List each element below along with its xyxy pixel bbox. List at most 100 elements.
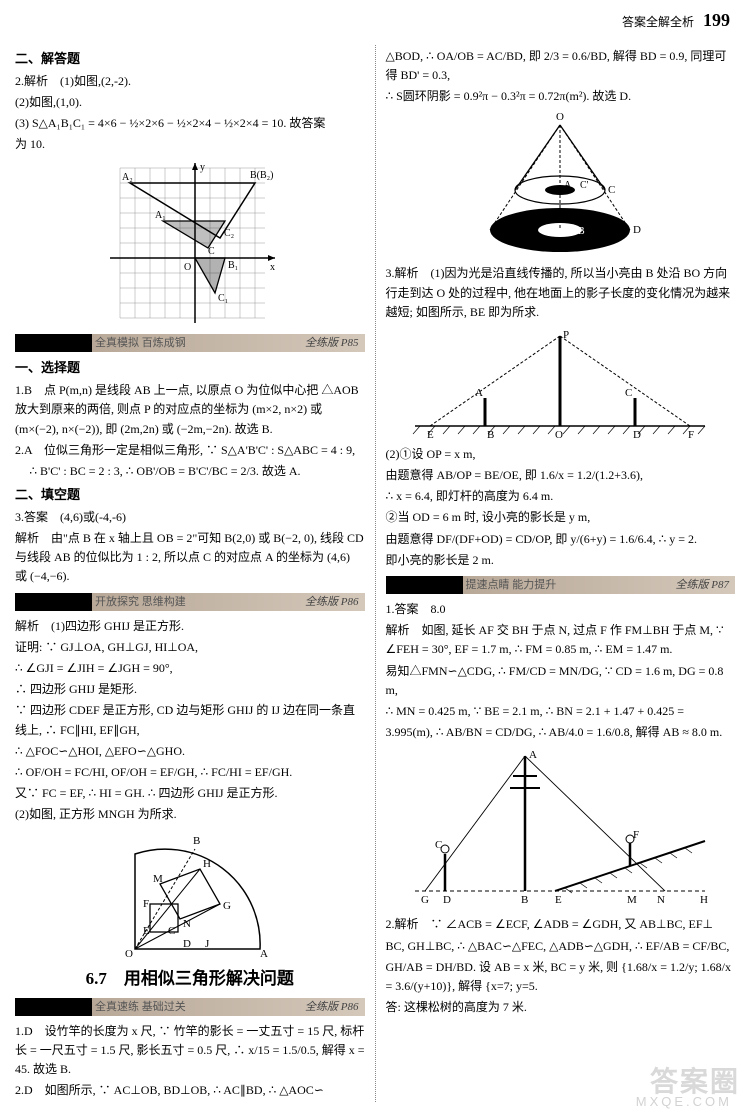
figure-pole-slope: A C G D B E F M N H	[386, 746, 736, 911]
section-bar-1: 全真模拟 百炼成钢 全练版 P85	[15, 334, 365, 352]
svg-text:B(B₂): B(B₂)	[250, 170, 274, 181]
q3-23: ∴ x = 6.4, 即灯杆的高度为 6.4 m.	[386, 487, 736, 506]
left-column: 二、解答题 2.解析 (1)如图,(2,-2). (2)如图,(1,0). (3…	[15, 45, 365, 1103]
svg-text:x: x	[270, 262, 275, 273]
svg-text:O: O	[125, 948, 133, 959]
bar2-text: 开放探究 思维构建	[95, 596, 186, 608]
section-bar-3: 全真速练 基础过关 全练版 P86	[15, 998, 365, 1016]
r-q2-l3: GH/AB = DH/BD. 设 AB = x 米, BC = y 米, 则 {…	[386, 958, 736, 996]
q3-25: 由题意得 DF/(DF+OD) = CD/OP, 即 y/(6+y) = 1.6…	[386, 530, 736, 549]
r-q1-exp4: 3.995(m), ∴ AB/BN = CD/DG, ∴ AB/4.0 = 1.…	[386, 723, 736, 742]
bar2-ref: 全练版 P86	[305, 593, 358, 611]
svg-text:A: A	[260, 948, 268, 959]
svg-text:C: C	[625, 387, 632, 399]
svg-text:B₁: B₁	[228, 260, 238, 271]
r-q1-ans: 1.答案 8.0	[386, 600, 736, 619]
proof-l1: 证明: ∵ GJ⊥OA, GH⊥GJ, HI⊥OA,	[15, 638, 365, 657]
svg-text:F: F	[688, 429, 694, 441]
r-q2-l2: BC, GH⊥BC, ∴ △BAC∽△FEC, △ADB∽△GDH, ∴ EF/…	[386, 937, 736, 956]
page-header: 答案全解全析 199	[0, 0, 750, 35]
svg-text:J: J	[205, 938, 210, 950]
svg-text:D: D	[633, 224, 641, 236]
svg-text:A₂: A₂	[122, 172, 133, 183]
svg-text:C: C	[435, 839, 442, 851]
svg-text:B: B	[521, 894, 528, 906]
section-bar-2: 开放探究 思维构建 全练版 P86	[15, 593, 365, 611]
q3-answer: 3.答案 (4,6)或(-4,-6)	[15, 508, 365, 527]
r-q1-exp3: ∴ MN = 0.425 m, ∵ BE = 2.1 m, ∴ BN = 2.1…	[386, 702, 736, 721]
page-body: 二、解答题 2.解析 (1)如图,(2,-2). (2)如图,(1,0). (3…	[0, 35, 750, 1112]
cont2: ∴ S圆环阴影 = 0.9²π − 0.3²π = 0.72π(m²). 故选 …	[386, 87, 736, 106]
chapter-title: 6.7 用相似三角形解决问题	[15, 965, 365, 992]
figure-sector-square: O B H M F E C D N G J A	[15, 829, 365, 959]
svg-text:C': C'	[580, 180, 589, 191]
q3-21: (2)①设 OP = x m,	[386, 445, 736, 464]
q2d: 2.D 如图所示, ∵ AC⊥OB, BD⊥OB, ∴ AC∥BD, ∴ △AO…	[15, 1081, 365, 1100]
q1b: 1.B 点 P(m,n) 是线段 AB 上一点, 以原点 O 为位似中心把 △A…	[15, 381, 365, 439]
q2-line2: (2)如图,(1,0).	[15, 93, 365, 112]
svg-text:H: H	[700, 894, 708, 906]
bar4-ref: 全练版 P87	[676, 576, 729, 594]
svg-text:N: N	[657, 894, 665, 906]
section-title-2: 二、解答题	[15, 49, 365, 70]
q3-24: ②当 OD = 6 m 时, 设小亮的影长是 y m,	[386, 508, 736, 527]
bar1-ref: 全练版 P85	[305, 334, 358, 352]
cone-svg: O A C' C B D	[460, 110, 660, 260]
q3-line1: 3.解析 (1)因为光是沿直线传播的, 所以当小亮由 B 处沿 BO 方向行走到…	[386, 264, 736, 322]
section-bar-4: 提速点睛 能力提升 全练版 P87	[386, 576, 736, 594]
svg-text:P: P	[563, 329, 569, 341]
figure-cone-ring: O A C' C B D	[386, 110, 736, 260]
lamp-svg: P A B E C O D F	[405, 326, 715, 441]
svg-text:F: F	[633, 829, 639, 841]
svg-text:E: E	[143, 925, 150, 937]
proof-l4: ∵ 四边形 CDEF 是正方形, CD 边与矩形 GHIJ 的 IJ 边在同一条…	[15, 701, 365, 739]
proof-l2: ∴ ∠GJI = ∠JIH = ∠JGH = 90°,	[15, 659, 365, 678]
svg-text:C: C	[168, 925, 175, 937]
q3-22: 由题意得 AB/OP = BE/OE, 即 1.6/x = 1.2/(1.2+3…	[386, 466, 736, 485]
q3-26: 即小亮的影长是 2 m.	[386, 551, 736, 570]
r-q1-exp2: 易知△FMN∽△CDG, ∴ FM/CD = MN/DG, ∵ CD = 1.6…	[386, 662, 736, 700]
svg-text:D: D	[633, 429, 641, 441]
proof-l3: ∴ 四边形 GHIJ 是矩形.	[15, 680, 365, 699]
bar3-text: 全真速练 基础过关	[95, 1001, 186, 1013]
r-q2-l1: 2.解析 ∵ ∠ACB = ∠ECF, ∠ADB = ∠GDH, 又 AB⊥BC…	[386, 915, 736, 934]
svg-text:C₂: C₂	[224, 228, 234, 239]
pole-svg: A C G D B E F M N H	[405, 746, 715, 911]
svg-text:H: H	[203, 858, 211, 870]
right-column: △BOD, ∴ OA/OB = AC/BD, 即 2/3 = 0.6/BD, 解…	[375, 45, 736, 1103]
svg-text:A: A	[564, 180, 572, 191]
proof-l8: (2)如图, 正方形 MNGH 为所求.	[15, 805, 365, 824]
bar1-text: 全真模拟 百炼成钢	[95, 337, 186, 349]
q2-line1: 2.解析 (1)如图,(2,-2).	[15, 72, 365, 91]
svg-text:y: y	[200, 162, 205, 173]
svg-text:F: F	[143, 898, 149, 910]
r-q1-exp1: 解析 如图, 延长 AF 交 BH 于点 N, 过点 F 作 FM⊥BH 于点 …	[386, 621, 736, 659]
q2-line4: 为 10.	[15, 135, 365, 154]
svg-text:G: G	[223, 900, 231, 912]
q2a-l1: 2.A 位似三角形一定是相似三角形, ∵ S△A'B'C' : S△ABC = …	[15, 441, 365, 460]
cont1: △BOD, ∴ OA/OB = AC/BD, 即 2/3 = 0.6/BD, 解…	[386, 47, 736, 85]
watermark-sub: MXQE.COM	[636, 1092, 732, 1112]
sector-svg: O B H M F E C D N G J A	[105, 829, 275, 959]
svg-text:O: O	[556, 111, 564, 123]
svg-text:A₁: A₁	[155, 210, 166, 221]
section-title-choice: 一、选择题	[15, 358, 365, 379]
svg-text:C: C	[608, 184, 615, 196]
bar4-text: 提速点睛 能力提升	[466, 579, 557, 591]
svg-text:C: C	[208, 246, 215, 257]
proof-l6: ∴ OF/OH = FC/HI, OF/OH = EF/GH, ∴ FC/HI …	[15, 763, 365, 782]
svg-text:E: E	[427, 429, 434, 441]
svg-text:M: M	[627, 894, 637, 906]
grid-svg: A₂ A₁ B(B₂) C₂ C B₁ O x y C₁	[100, 158, 280, 328]
r-q2-l4: 答: 这棵松树的高度为 7 米.	[386, 998, 736, 1017]
figure-lamp-shadow: P A B E C O D F	[386, 326, 736, 441]
svg-text:C₁: C₁	[218, 293, 228, 304]
header-label: 答案全解全析	[622, 15, 694, 29]
svg-text:E: E	[555, 894, 562, 906]
figure-grid-triangles: A₂ A₁ B(B₂) C₂ C B₁ O x y C₁	[15, 158, 365, 328]
svg-text:B: B	[487, 429, 494, 441]
svg-text:A: A	[475, 387, 483, 399]
q2a-l2: ∴ B'C' : BC = 2 : 3, ∴ OB'/OB = B'C'/BC …	[15, 462, 365, 481]
page-number: 199	[703, 10, 730, 30]
section-title-fill: 二、填空题	[15, 485, 365, 506]
